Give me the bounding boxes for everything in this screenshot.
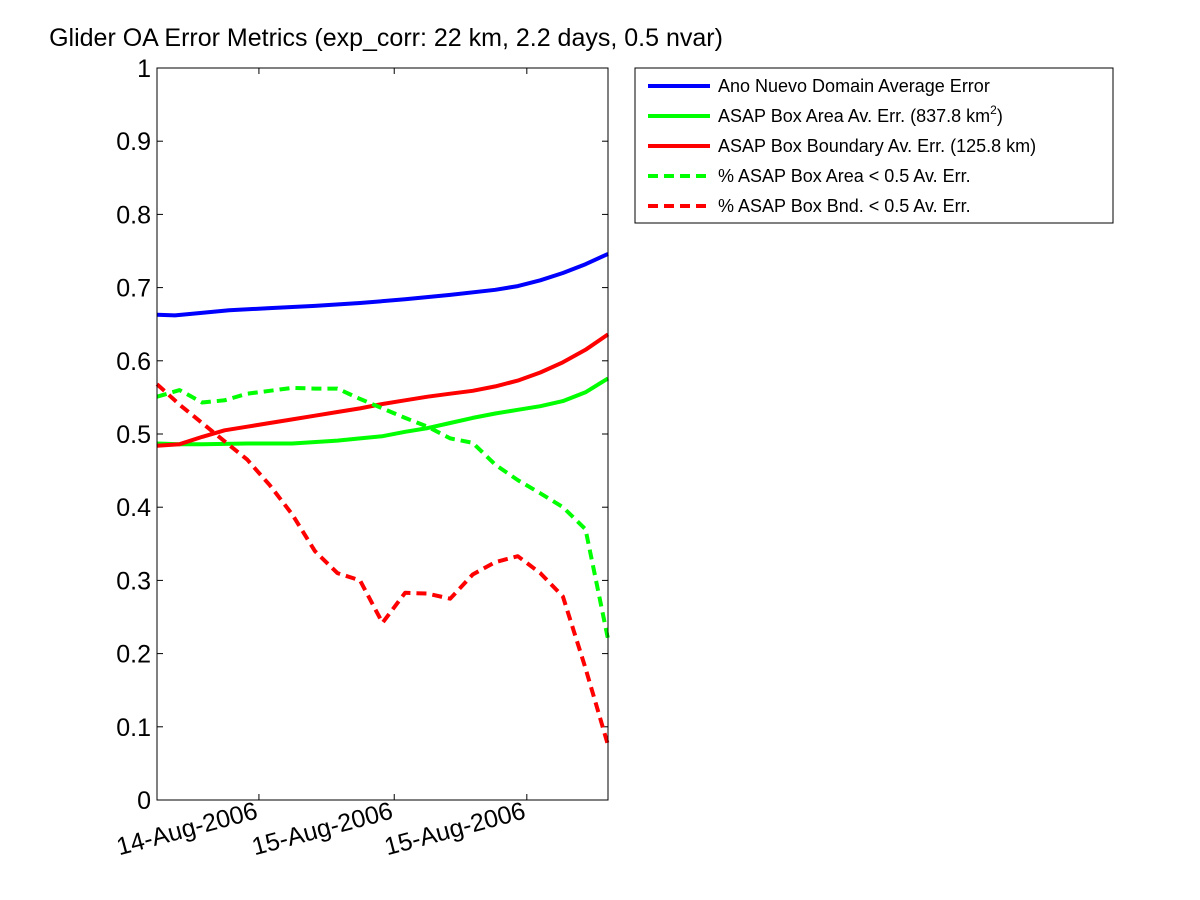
y-tick-label: 1 <box>137 55 151 83</box>
y-tick-label: 0.8 <box>116 201 151 229</box>
legend-label-4: % ASAP Box Area < 0.5 Av. Err. <box>718 166 971 186</box>
plot-area <box>157 68 608 800</box>
chart-title: Glider OA Error Metrics (exp_corr: 22 km… <box>49 24 723 52</box>
series-line-4 <box>156 385 610 640</box>
y-tick-label: 0.4 <box>116 494 151 522</box>
legend-label-3: ASAP Box Boundary Av. Err. (125.8 km) <box>718 136 1036 156</box>
y-tick-label: 0.7 <box>116 275 151 303</box>
series-layer <box>155 252 610 746</box>
y-tick-label: 0.3 <box>116 567 151 595</box>
legend-label-5: % ASAP Box Bnd. < 0.5 Av. Err. <box>718 196 971 216</box>
legend: Ano Nuevo Domain Average Error ASAP Box A… <box>634 67 1114 224</box>
series-line-2 <box>156 376 610 447</box>
x-tick-label: 14-Aug-2006 <box>114 797 261 861</box>
y-tick-label: 0.2 <box>116 641 151 669</box>
plot-frame <box>156 67 609 801</box>
y-tick-label: 0.6 <box>116 348 151 376</box>
series-line-1 <box>156 252 609 318</box>
y-tick-label: 0 <box>137 787 151 815</box>
series-line-3 <box>156 332 610 448</box>
y-tick-label: 0.5 <box>116 421 151 449</box>
y-tick-label: 0.9 <box>116 128 151 156</box>
y-tick-label: 0.1 <box>116 714 151 742</box>
series-line-5 <box>155 382 610 746</box>
legend-box <box>634 67 1114 224</box>
x-tick-label: 15-Aug-2006 <box>249 797 396 861</box>
legend-label-1: Ano Nuevo Domain Average Error <box>718 76 990 96</box>
legend-label-2: ASAP Box Area Av. Err. (837.8 km2) <box>718 103 1003 126</box>
x-tick-label: 15-Aug-2006 <box>381 797 528 861</box>
